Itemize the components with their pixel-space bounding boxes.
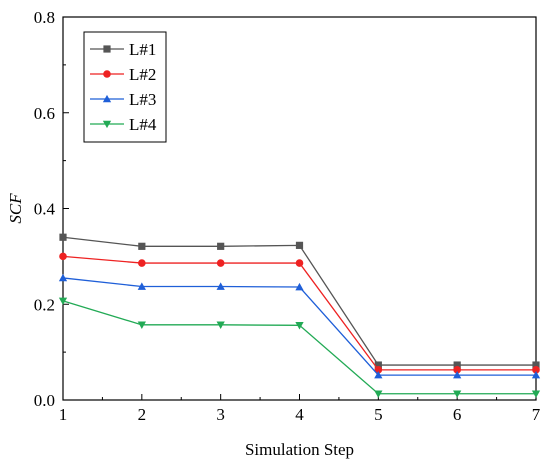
legend-item: L#4 xyxy=(90,115,157,134)
y-axis-ticks: 0.0 0.2 0.4 0.6 0.8 xyxy=(34,8,69,410)
data-point xyxy=(532,366,540,374)
data-point xyxy=(374,366,383,374)
data-point xyxy=(374,390,383,398)
y-axis-title: SCF xyxy=(6,193,25,224)
series-layer xyxy=(58,233,541,398)
series-0 xyxy=(59,233,540,369)
y-tick-label: 0.4 xyxy=(34,200,56,219)
data-point xyxy=(217,242,225,250)
series-3 xyxy=(58,297,541,398)
legend-item: L#3 xyxy=(90,90,156,109)
y-tick-label: 0.8 xyxy=(34,8,55,27)
data-point xyxy=(295,322,304,330)
series-line xyxy=(62,255,536,371)
x-tick-label: 6 xyxy=(453,405,462,424)
data-point xyxy=(138,242,146,250)
x-tick-label: 1 xyxy=(59,405,68,424)
x-tick-label: 3 xyxy=(216,405,225,424)
data-point xyxy=(295,241,304,249)
data-point xyxy=(58,273,68,282)
data-point xyxy=(374,361,382,369)
legend-item: L#1 xyxy=(90,40,156,59)
data-point xyxy=(59,252,67,261)
legend-marker xyxy=(103,45,111,53)
x-tick-label: 5 xyxy=(374,405,383,424)
data-point xyxy=(137,282,146,290)
data-point xyxy=(374,370,383,379)
data-point xyxy=(531,390,541,398)
data-point xyxy=(453,390,462,398)
legend: L#1 L#2 L#3 L#4 xyxy=(83,31,167,143)
y-tick-label: 0.2 xyxy=(34,295,55,314)
y-tick-label: 0.0 xyxy=(34,391,55,410)
legend-label: L#2 xyxy=(129,65,156,84)
data-point xyxy=(295,259,304,267)
data-point xyxy=(453,370,462,379)
legend-label: L#1 xyxy=(129,40,156,59)
data-point xyxy=(453,361,461,369)
data-point xyxy=(216,259,225,267)
data-point xyxy=(216,282,225,290)
data-point xyxy=(59,233,67,241)
legend-label: L#3 xyxy=(129,90,156,109)
legend-marker xyxy=(102,94,112,103)
x-tick-label: 7 xyxy=(532,405,541,424)
x-axis-title: Simulation Step xyxy=(245,440,354,459)
data-point xyxy=(531,370,541,379)
legend-item: L#2 xyxy=(90,65,156,84)
data-point xyxy=(58,297,68,306)
data-point xyxy=(138,259,146,267)
x-tick-label: 2 xyxy=(138,405,147,424)
x-axis-ticks: 1 2 3 4 5 6 7 xyxy=(59,394,541,424)
series-line xyxy=(62,300,536,395)
legend-marker xyxy=(103,70,111,78)
x-tick-label: 4 xyxy=(295,405,304,424)
data-point xyxy=(295,282,304,291)
legend-label: L#4 xyxy=(129,115,157,134)
legend-marker xyxy=(102,120,112,129)
data-point xyxy=(137,321,146,329)
data-point xyxy=(532,361,540,369)
series-line xyxy=(62,236,536,366)
series-1 xyxy=(59,252,540,374)
data-point xyxy=(216,321,225,329)
y-tick-label: 0.6 xyxy=(34,104,55,123)
data-point xyxy=(453,366,461,374)
series-2 xyxy=(58,273,541,379)
